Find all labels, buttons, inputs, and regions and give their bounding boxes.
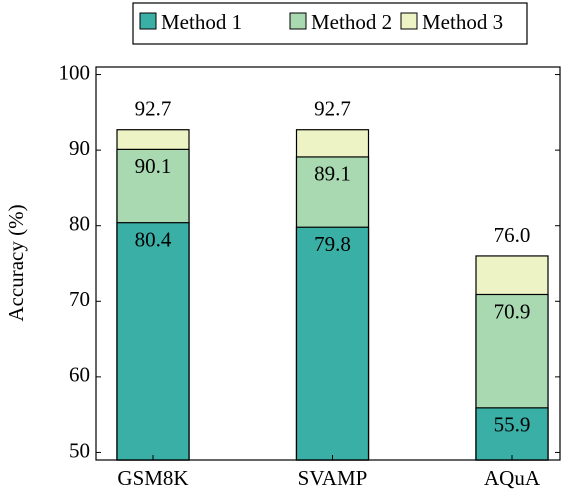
value-label: 76.0 (494, 223, 531, 247)
value-label: 79.8 (314, 232, 351, 256)
legend-swatch (400, 12, 418, 30)
legend-box (132, 2, 528, 45)
value-label: 55.9 (494, 413, 531, 437)
value-label: 70.9 (494, 299, 531, 323)
legend-label: Method 3 (422, 10, 503, 34)
legend-label: Method 2 (311, 10, 392, 34)
value-label: 92.7 (135, 97, 172, 121)
y-tick-label: 70 (69, 287, 90, 311)
y-tick-label: 80 (69, 212, 90, 236)
x-tick-label: SVAMP (298, 466, 368, 490)
y-axis-label: Accuracy (%) (4, 204, 28, 321)
value-label: 90.1 (135, 154, 172, 178)
legend-label: Method 1 (161, 10, 242, 34)
y-tick-label: 100 (59, 60, 91, 84)
bar (116, 222, 190, 461)
bar (295, 226, 370, 461)
value-label: 92.7 (314, 97, 351, 121)
value-label: 80.4 (135, 228, 172, 252)
y-tick-label: 60 (69, 363, 90, 387)
y-tick-label: 90 (69, 136, 90, 160)
legend-swatch (289, 12, 307, 30)
plot-frame (95, 66, 561, 461)
legend-swatch (139, 12, 157, 30)
x-tick-label: GSM8K (117, 466, 188, 490)
value-label: 89.1 (314, 162, 351, 186)
x-tick-label: AQuA (484, 466, 541, 490)
y-tick-label: 50 (69, 438, 90, 462)
